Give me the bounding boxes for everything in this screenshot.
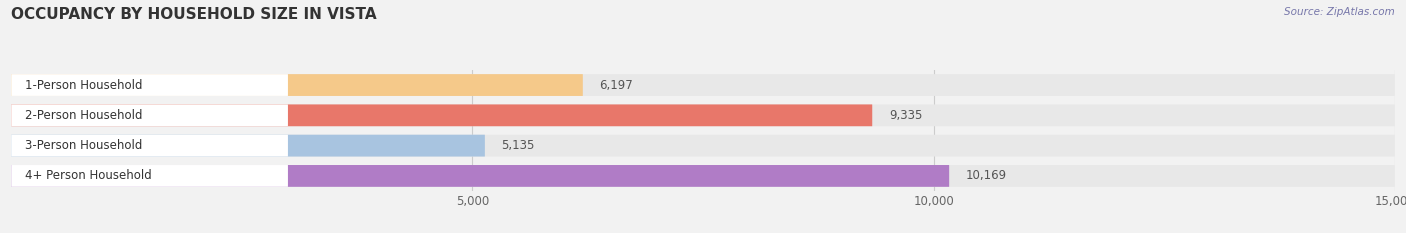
- FancyBboxPatch shape: [11, 135, 485, 157]
- FancyBboxPatch shape: [11, 135, 1395, 157]
- FancyBboxPatch shape: [11, 104, 1395, 126]
- Text: 10,169: 10,169: [966, 169, 1007, 182]
- FancyBboxPatch shape: [11, 74, 1395, 96]
- FancyBboxPatch shape: [11, 165, 1395, 187]
- Text: Source: ZipAtlas.com: Source: ZipAtlas.com: [1284, 7, 1395, 17]
- Text: 9,335: 9,335: [889, 109, 922, 122]
- FancyBboxPatch shape: [11, 135, 288, 157]
- Text: OCCUPANCY BY HOUSEHOLD SIZE IN VISTA: OCCUPANCY BY HOUSEHOLD SIZE IN VISTA: [11, 7, 377, 22]
- Text: 5,135: 5,135: [502, 139, 534, 152]
- Text: 4+ Person Household: 4+ Person Household: [25, 169, 152, 182]
- FancyBboxPatch shape: [11, 165, 949, 187]
- Text: 1-Person Household: 1-Person Household: [25, 79, 142, 92]
- FancyBboxPatch shape: [11, 165, 288, 187]
- FancyBboxPatch shape: [11, 104, 872, 126]
- FancyBboxPatch shape: [11, 104, 288, 126]
- Text: 3-Person Household: 3-Person Household: [25, 139, 142, 152]
- Text: 2-Person Household: 2-Person Household: [25, 109, 142, 122]
- FancyBboxPatch shape: [11, 74, 288, 96]
- Text: 6,197: 6,197: [599, 79, 633, 92]
- FancyBboxPatch shape: [11, 74, 583, 96]
